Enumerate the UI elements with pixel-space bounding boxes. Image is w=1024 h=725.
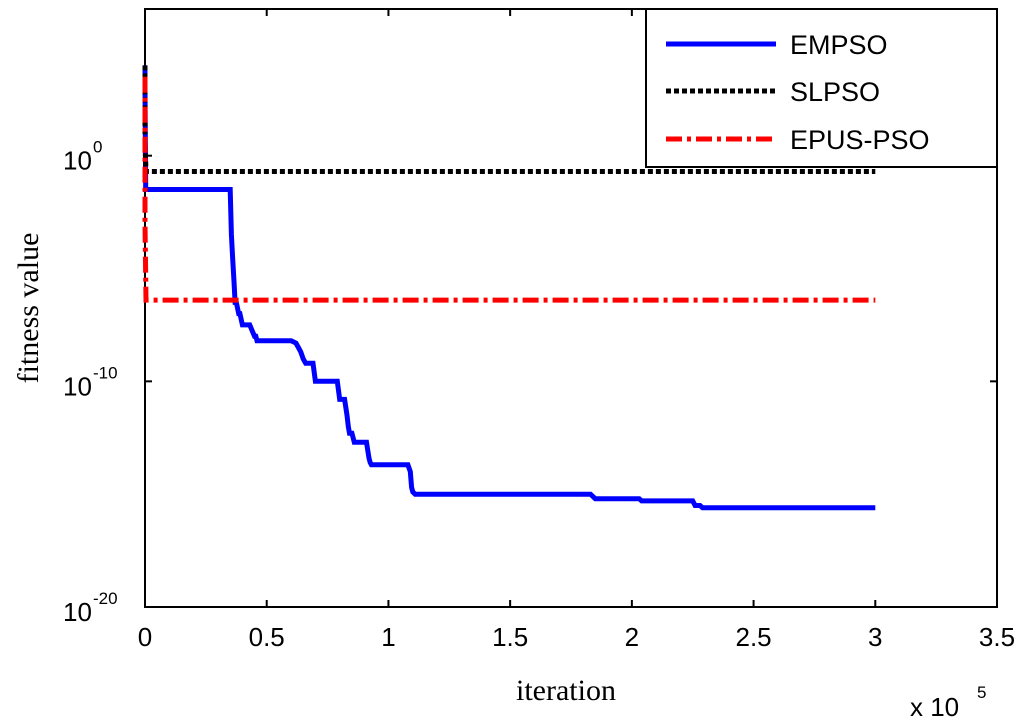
y-tick-label: 10	[63, 371, 92, 401]
y-axis-label: fitness value	[12, 233, 45, 384]
x-tick-label: 2	[625, 622, 639, 652]
x-tick-label: 1.5	[492, 622, 528, 652]
series-line-epus-pso	[142, 76, 876, 303]
y-tick-exponent: -20	[93, 589, 118, 608]
legend-label-slpso: SLPSO	[790, 77, 880, 107]
x-tick-label: 0	[138, 622, 152, 652]
legend: EMPSO SLPSO EPUS-PSO	[645, 8, 998, 168]
legend-label-empso: EMPSO	[790, 30, 888, 60]
y-tick-exponent: 0	[93, 138, 102, 157]
x-tick-label: 3.5	[979, 622, 1015, 652]
x-tick-label: 3	[868, 622, 882, 652]
y-tick-exponent: -10	[93, 363, 118, 382]
x-tick-label: 1	[381, 622, 395, 652]
y-tick-label: 10	[63, 146, 92, 176]
x-axis-label: iteration	[516, 674, 616, 707]
x-tick-label: 0.5	[249, 622, 285, 652]
series-line-empso	[142, 65, 876, 511]
series-layer	[142, 65, 876, 511]
x-tick-label: 2.5	[735, 622, 771, 652]
x-multiplier-label: x 10	[910, 692, 959, 722]
legend-label-epus-pso: EPUS-PSO	[790, 125, 930, 155]
x-multiplier-exponent: 5	[977, 683, 986, 702]
y-tick-label: 10	[63, 597, 92, 627]
